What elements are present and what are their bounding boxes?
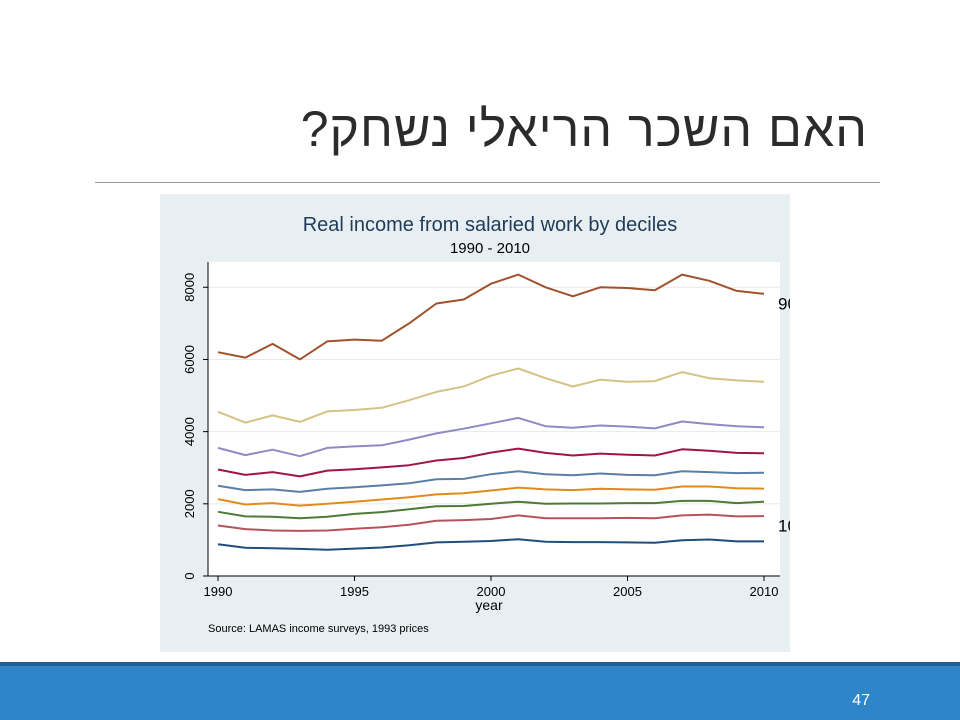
annotation-90th-percentile: גבול ה-90% bbox=[778, 295, 790, 314]
source-note: Source: LAMAS income surveys, 1993 price… bbox=[208, 623, 429, 635]
x-axis-label: year bbox=[475, 597, 503, 613]
x-tick-label: 1995 bbox=[340, 584, 369, 599]
chart-title: Real income from salaried work by decile… bbox=[303, 214, 678, 236]
series-lines bbox=[217, 273, 765, 551]
series-line-decile-8 bbox=[217, 367, 765, 424]
series-line-decile-5 bbox=[217, 470, 765, 493]
slide-title: האם השכר הריאלי נשחק? bbox=[300, 101, 868, 157]
series-line-decile-6 bbox=[217, 447, 765, 478]
x-tick-label: 2005 bbox=[613, 584, 642, 599]
series-line-decile-4 bbox=[217, 485, 765, 507]
x-tick-label: 1990 bbox=[204, 584, 233, 599]
footer-bar bbox=[0, 666, 960, 720]
x-tick-label: 2000 bbox=[477, 584, 506, 599]
series-line-decile-7 bbox=[217, 416, 765, 458]
y-tick-label: 8000 bbox=[182, 273, 197, 302]
y-tick-label: 6000 bbox=[182, 345, 197, 374]
plot-area bbox=[208, 262, 780, 576]
annotation-10th-percentile: גבול ה-10% bbox=[778, 517, 790, 536]
page-number: 47 bbox=[852, 692, 870, 709]
x-tick-label: 2010 bbox=[750, 584, 779, 599]
series-line-decile-1 bbox=[217, 538, 764, 551]
title-divider bbox=[95, 182, 880, 183]
grid-lines bbox=[208, 286, 780, 505]
series-line-decile-3 bbox=[217, 499, 765, 520]
series-line-decile-2 bbox=[217, 513, 765, 532]
chart-subtitle: 1990 - 2010 bbox=[450, 240, 530, 257]
footer-accent bbox=[0, 662, 960, 666]
y-tick-label: 2000 bbox=[182, 489, 197, 518]
chart-svg: Real income from salaried work by decile… bbox=[160, 194, 864, 652]
income-chart: Real income from salaried work by decile… bbox=[160, 194, 864, 652]
series-line-decile-9 bbox=[217, 273, 765, 361]
y-tick-label: 0 bbox=[182, 572, 197, 579]
y-tick-label: 4000 bbox=[182, 417, 197, 446]
axes: 0 2000 4000 6000 8000 1990 1995 2000 2005 2010 bbox=[182, 262, 780, 599]
